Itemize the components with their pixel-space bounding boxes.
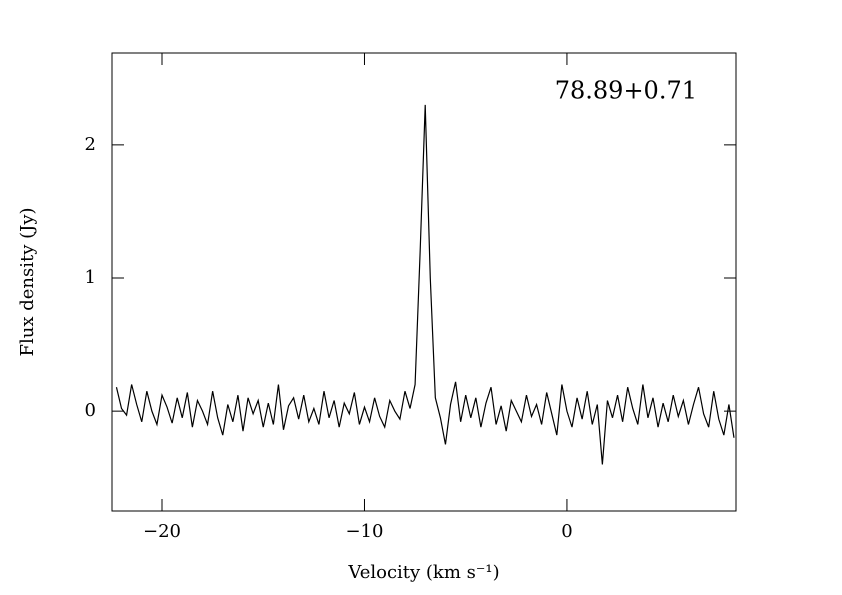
y-tick-label: 2 [85, 134, 96, 155]
y-tick-label: 1 [85, 267, 96, 288]
annotation: 78.89+0.71 [555, 77, 697, 105]
plot-frame [111, 52, 737, 512]
x-tick-label: −20 [143, 521, 181, 542]
x-tick-label: 0 [561, 521, 572, 542]
x-axis-label: Velocity (km s⁻¹) [347, 562, 499, 583]
x-tick-label: −10 [345, 521, 383, 542]
y-tick-label: 0 [85, 400, 96, 421]
spectrum-line [115, 104, 735, 465]
y-axis-label: Flux density (Jy) [17, 207, 38, 356]
